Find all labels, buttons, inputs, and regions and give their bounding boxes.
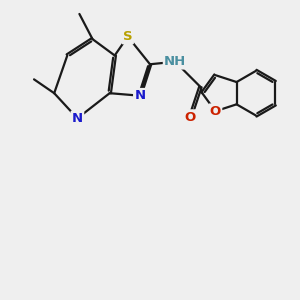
Text: NH: NH	[164, 55, 186, 68]
Text: S: S	[123, 30, 133, 43]
Text: O: O	[185, 111, 196, 124]
Text: N: N	[72, 112, 83, 125]
Text: O: O	[210, 105, 221, 118]
Text: N: N	[134, 89, 146, 102]
